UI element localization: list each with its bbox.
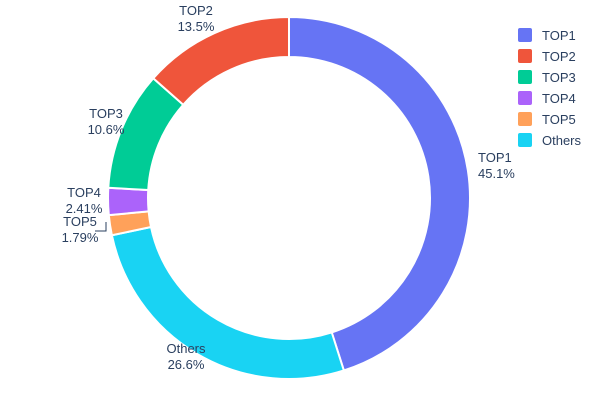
legend-item-top2[interactable]: TOP2 xyxy=(518,49,576,64)
legend-label-top1: TOP1 xyxy=(542,28,576,43)
legend-label-top4: TOP4 xyxy=(542,91,576,106)
slice-label-top3: TOP3 10.6% xyxy=(88,106,125,137)
label-leader-lines xyxy=(95,222,107,232)
legend-label-others: Others xyxy=(542,133,582,148)
legend-swatch-top5 xyxy=(518,112,532,126)
pie-slice-top4[interactable] xyxy=(107,186,150,217)
legend-swatch-top4 xyxy=(518,91,532,105)
legend-swatch-top1 xyxy=(518,28,532,42)
legend-swatch-top2 xyxy=(518,49,532,63)
pie-slices xyxy=(107,15,471,380)
slice-label-others: Others 26.6% xyxy=(166,341,206,372)
slice-label-top1: TOP1 45.1% xyxy=(478,150,515,181)
legend-label-top2: TOP2 xyxy=(542,49,576,64)
leader-line-top5 xyxy=(95,222,107,232)
slice-label-group: TOP1 45.1% TOP2 13.5% TOP3 10.6% TOP4 2.41%TOP5… xyxy=(62,3,516,372)
legend-item-top5[interactable]: TOP5 xyxy=(518,112,576,127)
pie-slice-top1[interactable] xyxy=(288,15,471,372)
legend-item-others[interactable]: Others xyxy=(518,133,582,148)
legend-item-top4[interactable]: TOP4 xyxy=(518,91,576,106)
pie-slice-top2[interactable] xyxy=(151,15,290,107)
legend-swatch-top3 xyxy=(518,70,532,84)
legend-item-top3[interactable]: TOP3 xyxy=(518,70,576,85)
chart-legend[interactable]: TOP1 TOP2 TOP3 TOP4 TOP5 Others xyxy=(518,28,582,148)
slice-label-top5: TOP5 1.79% xyxy=(62,214,99,245)
slice-label-top4: TOP4 2.41% xyxy=(66,185,103,216)
legend-item-top1[interactable]: TOP1 xyxy=(518,28,576,43)
slice-label-top2: TOP2 13.5% xyxy=(178,3,215,34)
legend-swatch-others xyxy=(518,133,532,147)
legend-label-top3: TOP3 xyxy=(542,70,576,85)
legend-label-top5: TOP5 xyxy=(542,112,576,127)
